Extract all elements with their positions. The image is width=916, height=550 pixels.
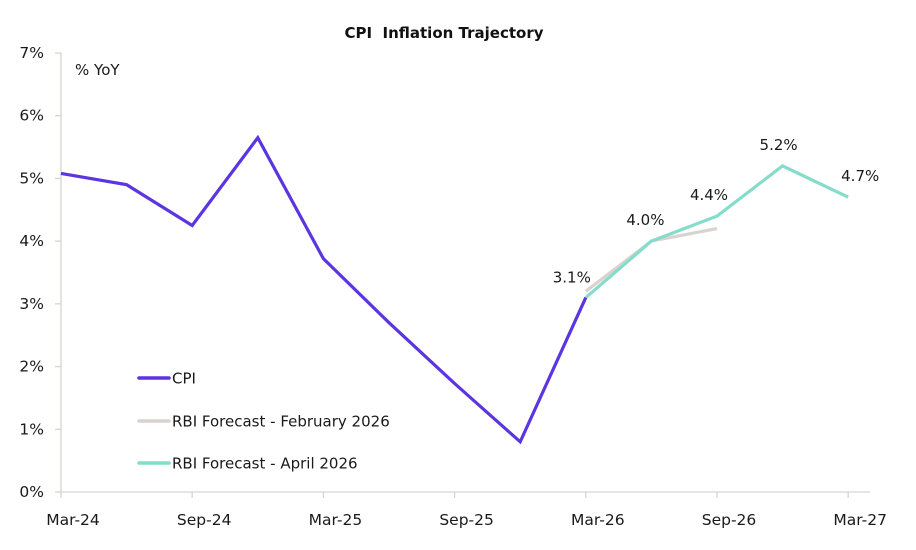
y-tick-label: 2% [19, 358, 44, 376]
x-tick-label: Mar-26 [571, 511, 625, 529]
x-tick-labels: Mar-24 Sep-24 Mar-25 Sep-25 Mar-26 Sep-26 Mar-… [46, 511, 887, 529]
y-tick-label: 7% [19, 44, 44, 62]
axes [55, 52, 871, 498]
data-label: 4.4% [690, 186, 728, 204]
y-axis-label: % YoY [75, 61, 120, 79]
series-line-cpi [60, 134, 588, 445]
y-tick-label: 1% [19, 420, 44, 438]
legend-label: RBI Forecast - February 2026 [172, 413, 390, 431]
legend: CPI RBI Forecast - February 2026 RBI Forec… [137, 370, 390, 473]
y-tick-label: 5% [19, 169, 44, 187]
data-label: 4.0% [626, 211, 664, 229]
data-label: 4.7% [841, 167, 879, 185]
y-tick-label: 6% [19, 107, 44, 125]
chart-title: CPI Inflation Trajectory [344, 24, 543, 42]
series-line-rbi-forecast-april-2026 [584, 164, 849, 299]
x-tick-label: Mar-25 [309, 511, 363, 529]
data-label: 3.1% [553, 269, 591, 287]
data-labels: 3.1% 4.0% 4.4% 5.2% 4.7% [553, 136, 880, 287]
series-lines [60, 134, 849, 445]
legend-label: RBI Forecast - April 2026 [172, 455, 358, 473]
y-tick-labels: 0% 1% 2% 3% 4% 5% 6% 7% [19, 44, 44, 501]
legend-label: CPI [172, 370, 196, 388]
y-tick-label: 3% [19, 295, 44, 313]
data-label: 5.2% [760, 136, 798, 154]
x-tick-label: Sep-24 [177, 511, 232, 529]
x-tick-label: Mar-27 [833, 511, 887, 529]
y-tick-label: 4% [19, 232, 44, 250]
y-tick-label: 0% [19, 483, 44, 501]
x-tick-label: Mar-24 [46, 511, 100, 529]
x-tick-label: Sep-26 [702, 511, 757, 529]
x-tick-label: Sep-25 [439, 511, 494, 529]
